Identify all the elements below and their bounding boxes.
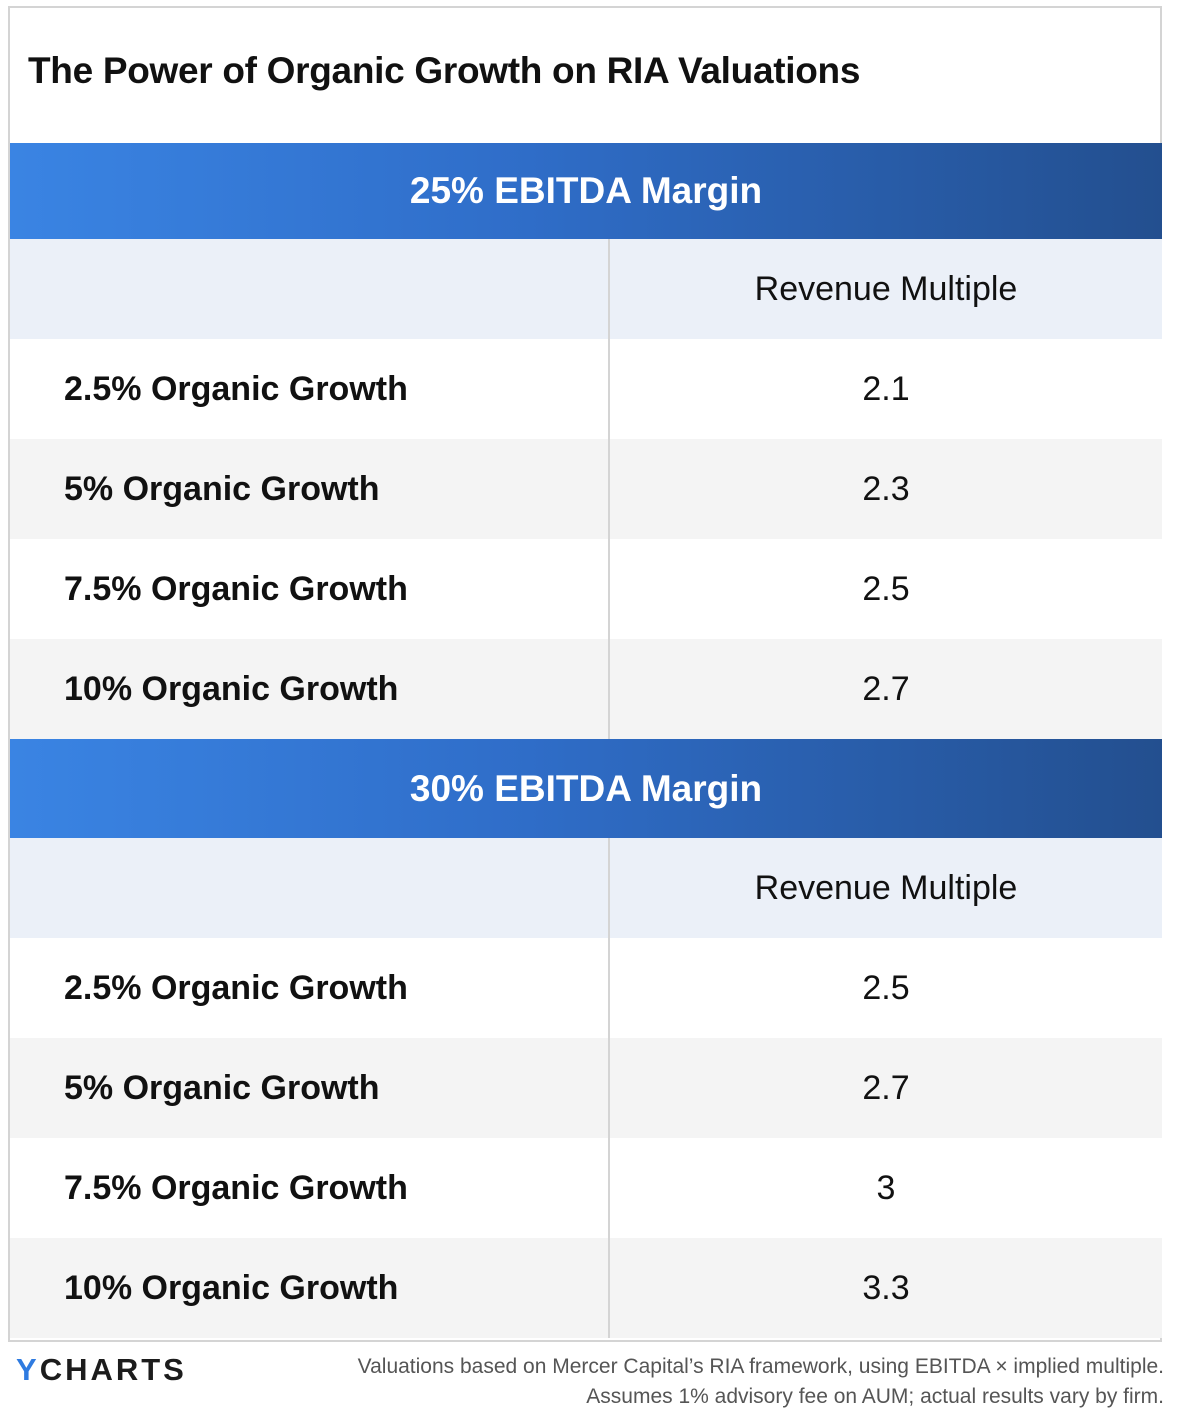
ycharts-logo[interactable]: YCHARTS: [16, 1354, 187, 1385]
footnote: Valuations based on Mercer Capital’s RIA…: [358, 1352, 1164, 1412]
row-label: 2.5% Organic Growth: [10, 339, 610, 439]
table-row: 2.5% Organic Growth 2.5: [10, 938, 1162, 1038]
row-label: 2.5% Organic Growth: [10, 938, 610, 1038]
table-row: 10% Organic Growth 3.3: [10, 1238, 1162, 1338]
chart-title: The Power of Organic Growth on RIA Valua…: [28, 50, 861, 91]
section-header-30: 30% EBITDA Margin: [10, 739, 1162, 838]
column-header-revenue-multiple: Revenue Multiple: [754, 868, 1018, 907]
footnote-line-2: Assumes 1% advisory fee on AUM; actual r…: [586, 1385, 1164, 1408]
table-row: 5% Organic Growth 2.3: [10, 439, 1162, 539]
table-row: 5% Organic Growth 2.7: [10, 1038, 1162, 1138]
row-value: 2.7: [862, 1068, 910, 1107]
row-value: 3.3: [862, 1268, 910, 1307]
column-header-row: Revenue Multiple: [10, 838, 1162, 938]
row-label: 10% Organic Growth: [10, 639, 610, 739]
row-value: 2.1: [862, 369, 910, 408]
column-header-revenue-multiple: Revenue Multiple: [754, 269, 1018, 308]
row-label: 7.5% Organic Growth: [10, 539, 610, 639]
footer: YCHARTS Valuations based on Mercer Capit…: [0, 1344, 1180, 1420]
section-header-25: 25% EBITDA Margin: [10, 143, 1162, 239]
table-row: 7.5% Organic Growth 3: [10, 1138, 1162, 1238]
column-header-blank: [10, 838, 610, 938]
logo-accent-letter: Y: [16, 1352, 40, 1387]
row-value: 2.7: [862, 669, 910, 708]
logo-wordmark: CHARTS: [39, 1352, 187, 1387]
row-label: 5% Organic Growth: [10, 439, 610, 539]
row-label: 5% Organic Growth: [10, 1038, 610, 1138]
row-value: 2.3: [862, 469, 910, 508]
table-row: 7.5% Organic Growth 2.5: [10, 539, 1162, 639]
row-value: 2.5: [862, 569, 910, 608]
row-value: 2.5: [862, 968, 910, 1007]
row-label: 10% Organic Growth: [10, 1238, 610, 1338]
table-row: 2.5% Organic Growth 2.1: [10, 339, 1162, 439]
row-value: 3: [876, 1168, 896, 1207]
footnote-line-1: Valuations based on Mercer Capital’s RIA…: [357, 1355, 1164, 1378]
row-label: 7.5% Organic Growth: [10, 1138, 610, 1238]
column-header-blank: [10, 239, 610, 339]
valuation-table: 25% EBITDA Margin Revenue Multiple 2.5% …: [10, 143, 1162, 1338]
column-header-row: Revenue Multiple: [10, 239, 1162, 339]
table-row: 10% Organic Growth 2.7: [10, 639, 1162, 739]
